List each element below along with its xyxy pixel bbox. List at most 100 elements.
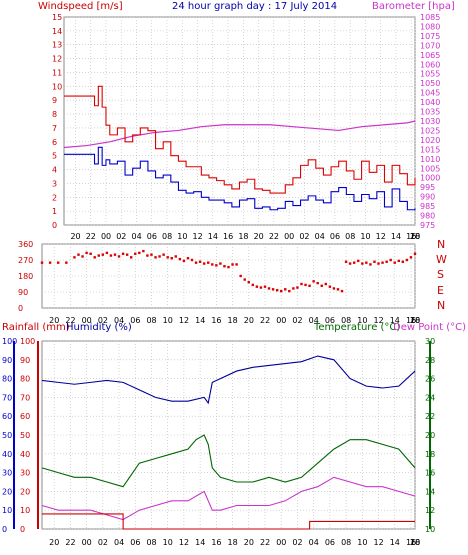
direction-point — [166, 256, 169, 259]
x-tick-label-hum: 20 — [49, 538, 59, 547]
y-tick-direction: 180 — [18, 272, 33, 281]
y2-tick-barometer: 1015 — [420, 145, 440, 154]
x-tick-label-wind: 10 — [360, 232, 370, 241]
y-tick-rainfall: 10 — [2, 506, 12, 515]
x-tick-label-wind: 18 — [238, 232, 248, 241]
series-wind-gust — [64, 85, 416, 194]
y2-tick-barometer: 1065 — [420, 51, 440, 60]
y-tick-humidity: 20 — [20, 487, 30, 496]
x-tick-label-dir: 12 — [179, 316, 189, 325]
x-tick-label-hum: 04 — [309, 538, 319, 547]
direction-point — [97, 254, 100, 257]
x-tick-label-hum: 10 — [163, 538, 173, 547]
y2-tick-temperature: 22 — [425, 412, 435, 421]
x-tick-label-dir: 22 — [65, 316, 75, 325]
x-tick-label-hum: 18 — [410, 538, 420, 547]
x-tick-label-wind: 10 — [177, 232, 187, 241]
direction-point — [328, 285, 332, 288]
y-tick-rainfall: 60 — [2, 412, 12, 421]
direction-point — [304, 283, 307, 287]
direction-point — [361, 262, 364, 265]
y2-tick-barometer: 1075 — [420, 32, 440, 41]
x-tick-label-dir: 18 — [410, 316, 420, 325]
series-humidity — [41, 355, 416, 405]
direction-point — [223, 265, 226, 268]
direction-point — [413, 252, 417, 255]
y-tick-humidity: 0 — [20, 525, 25, 534]
y-tick-wind: 1 — [52, 207, 57, 216]
x-tick-label-hum: 06 — [130, 538, 140, 547]
direction-point — [170, 257, 173, 260]
direction-point — [296, 286, 299, 289]
series-wind-average — [64, 146, 416, 211]
y2-tick-barometer: 985 — [420, 202, 435, 211]
direction-point — [81, 255, 84, 258]
y-tick-direction: 0 — [18, 304, 23, 313]
x-tick-label-hum: 16 — [406, 538, 416, 547]
dir-label-s: S — [437, 268, 444, 281]
x-tick-label-wind: 04 — [131, 232, 141, 241]
x-tick-label-wind: 22 — [269, 232, 279, 241]
y2-tick-temperature: 16 — [425, 469, 435, 478]
direction-point — [263, 285, 267, 288]
y2-tick-barometer: 1070 — [420, 41, 440, 50]
x-tick-label-hum: 00 — [82, 538, 92, 547]
y2-tick-barometer: 1055 — [420, 70, 440, 79]
y2-tick-barometer: 975 — [420, 221, 435, 230]
x-tick-label-hum: 12 — [179, 538, 189, 547]
series-dewpoint — [41, 476, 416, 521]
direction-point — [409, 256, 413, 259]
x-tick-label-dir: 10 — [357, 316, 367, 325]
direction-point — [77, 253, 80, 256]
x-tick-label-dir: 06 — [325, 316, 335, 325]
y-tick-wind: 0 — [52, 221, 57, 230]
y-tick-direction: 90 — [18, 288, 28, 297]
direction-point — [357, 259, 360, 263]
y-tick-rainfall: 30 — [2, 469, 12, 478]
y2-tick-barometer: 1060 — [420, 60, 440, 69]
x-tick-label-dir: 02 — [292, 316, 302, 325]
y-tick-wind: 6 — [52, 138, 57, 147]
rainfall-axis-label: Rainfall (mm) — [2, 322, 70, 333]
y2-tick-temperature: 12 — [425, 506, 435, 515]
chart-title: 24 hour graph day : 17 July 2014 — [172, 1, 337, 12]
direction-point — [336, 288, 340, 291]
x-tick-label-hum: 04 — [114, 538, 124, 547]
x-tick-label-dir: 02 — [98, 316, 108, 325]
y-tick-rainfall: 50 — [2, 431, 12, 440]
direction-point — [65, 261, 68, 264]
temperature-axis-label: Temperature (°C) — [313, 322, 400, 333]
direction-point — [271, 288, 275, 291]
x-tick-label-dir: 14 — [195, 316, 205, 325]
x-tick-label-hum: 02 — [98, 538, 108, 547]
x-tick-label-hum: 10 — [357, 538, 367, 547]
x-tick-label-wind: 02 — [116, 232, 126, 241]
y2-tick-barometer: 1030 — [420, 117, 440, 126]
direction-point — [227, 265, 230, 269]
direction-point — [105, 251, 109, 255]
y-tick-wind: 10 — [52, 82, 62, 91]
x-tick-label-wind: 22 — [86, 232, 96, 241]
x-tick-label-hum: 20 — [244, 538, 254, 547]
y2-tick-barometer: 1000 — [420, 174, 440, 183]
direction-point — [385, 260, 388, 263]
y-tick-rainfall: 70 — [2, 393, 12, 402]
direction-point — [109, 254, 113, 257]
y-tick-rainfall: 80 — [2, 375, 12, 384]
direction-point — [377, 262, 380, 265]
y-tick-humidity: 80 — [20, 375, 30, 384]
y2-tick-temperature: 24 — [425, 393, 435, 402]
y2-tick-temperature: 30 — [425, 337, 435, 346]
direction-point — [174, 255, 177, 258]
direction-point — [162, 253, 165, 256]
x-tick-label-dir: 06 — [130, 316, 140, 325]
direction-point — [89, 252, 92, 255]
direction-point — [324, 282, 328, 286]
y-tick-wind: 15 — [52, 13, 62, 22]
direction-point — [113, 253, 117, 256]
y-tick-wind: 12 — [52, 55, 62, 64]
barometer-axis-label: Barometer [hpa] — [372, 1, 455, 12]
direction-point — [85, 251, 88, 255]
direction-point — [267, 287, 271, 290]
direction-point — [186, 257, 190, 260]
